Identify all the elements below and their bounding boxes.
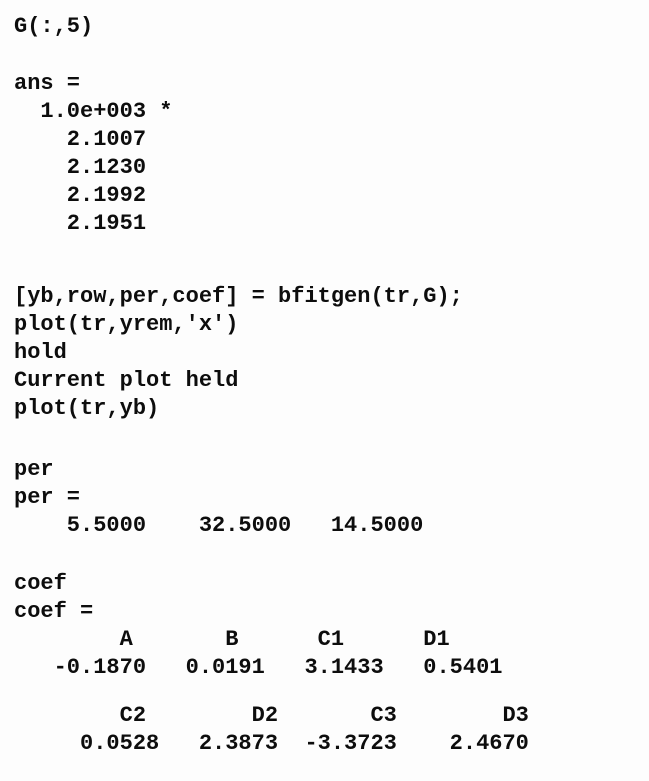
console-block-ans-result: ans = 1.0e+003 * 2.1007 2.1230 2.1992 2.…	[14, 70, 649, 238]
output-line-value: 2.1007	[14, 127, 147, 152]
output-line-per-values: 5.5000 32.5000 14.5000	[14, 513, 424, 538]
output-line-value: 2.1230	[14, 155, 147, 180]
output-line-coef-header: coef =	[14, 599, 94, 624]
output-line-coef-colnames-1: A B C1 D1	[14, 627, 450, 652]
output-line-scale-factor: 1.0e+003 *	[14, 99, 173, 124]
command-line-plot: plot(tr,yrem,'x')	[14, 312, 239, 337]
output-line-hold-status: Current plot held	[14, 368, 239, 393]
output-line-coef-colnames-2: C2 D2 C3 D3	[14, 703, 529, 728]
output-line-coef-values-2: 0.0528 2.3873 -3.3723 2.4670	[14, 731, 529, 756]
output-line-value: 2.1951	[14, 211, 147, 236]
command-line: G(:,5)	[14, 14, 94, 39]
output-line-value: 2.1992	[14, 183, 147, 208]
console-block-commands: [yb,row,per,coef] = bfitgen(tr,G); plot(…	[14, 283, 649, 423]
console-block-per-result: per per = 5.5000 32.5000 14.5000	[14, 456, 649, 540]
command-line-bfitgen: [yb,row,per,coef] = bfitgen(tr,G);	[14, 284, 463, 309]
output-line-per-header: per =	[14, 485, 81, 510]
command-line-hold: hold	[14, 340, 67, 365]
command-line-coef: coef	[14, 571, 67, 596]
command-line-per: per	[14, 457, 54, 482]
output-line-ans-header: ans =	[14, 71, 81, 96]
console-block-coef-result: coef coef = A B C1 D1 -0.1870 0.0191 3.1…	[14, 570, 649, 682]
output-line-coef-values-1: -0.1870 0.0191 3.1433 0.5401	[14, 655, 503, 680]
command-line-plot-yb: plot(tr,yb)	[14, 396, 160, 421]
console-block-coef-result-continued: C2 D2 C3 D3 0.0528 2.3873 -3.3723 2.4670	[14, 702, 649, 758]
console-block-command: G(:,5)	[14, 13, 649, 41]
